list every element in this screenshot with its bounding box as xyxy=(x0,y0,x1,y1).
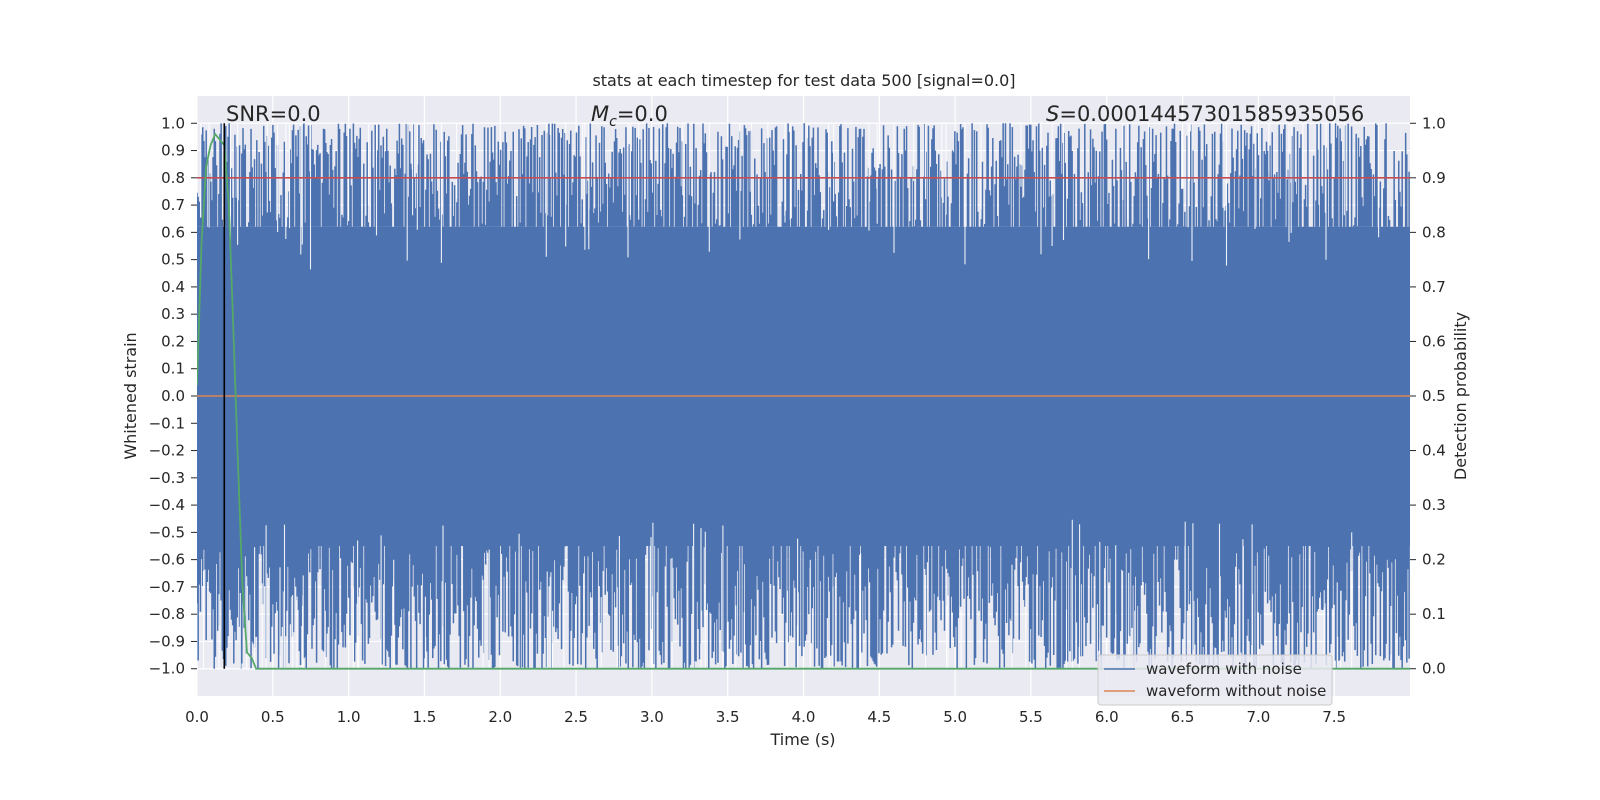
y-left-tick-label: 0.7 xyxy=(161,196,185,214)
annotation-s-value: =0.00014457301585935056 xyxy=(1059,102,1364,126)
x-tick-label: 4.0 xyxy=(792,708,816,726)
y-right-tick-label: 0.1 xyxy=(1422,605,1446,623)
y-left-tick-label: 0.9 xyxy=(161,142,185,160)
annotation-chirp-mass: Mc=0.0 xyxy=(591,102,668,130)
x-tick-label: 1.0 xyxy=(337,708,361,726)
y-left-tick-label: −0.5 xyxy=(149,523,185,541)
y-left-tick-label: 0.4 xyxy=(161,278,185,296)
y-right-tick-label: 1.0 xyxy=(1422,114,1446,132)
y-right-tick-label: 0.6 xyxy=(1422,332,1446,350)
y-axis-right-label: Detection probability xyxy=(1451,312,1470,480)
annotation-s-statistic: S=0.00014457301585935056 xyxy=(1046,102,1364,126)
x-tick-label: 3.0 xyxy=(640,708,664,726)
x-tick-label: 0.0 xyxy=(185,708,209,726)
noise-band-core xyxy=(197,226,1410,546)
legend-box xyxy=(1097,654,1333,706)
y-left-tick-label: 0.3 xyxy=(161,305,185,323)
noise-gaps xyxy=(200,123,1392,669)
chart-title: stats at each timestep for test data 500… xyxy=(592,71,1015,90)
legend-label-clean: waveform without noise xyxy=(1146,682,1326,700)
y-left-tick-label: −1.0 xyxy=(149,660,185,678)
y-right-tick-label: 0.9 xyxy=(1422,169,1446,187)
y-axis-left-ticks: 1.0 0.9 0.8 0.7 0.6 0.5 0.4 0.3 0.2 0.1 0.0 −0.1 −0.… xyxy=(149,114,197,678)
legend-label-noise: waveform with noise xyxy=(1146,660,1302,678)
x-tick-label: 3.5 xyxy=(716,708,740,726)
y-left-tick-label: −0.3 xyxy=(149,469,185,487)
annotation-s-symbol: S xyxy=(1046,102,1059,126)
x-tick-label: 2.5 xyxy=(564,708,588,726)
y-right-tick-label: 0.4 xyxy=(1422,442,1446,460)
series-waveform-with-noise xyxy=(197,123,1410,669)
y-left-tick-label: 0.1 xyxy=(161,360,185,378)
y-right-tick-label: 0.2 xyxy=(1422,551,1446,569)
series-detection-probability xyxy=(197,132,1410,670)
y-right-tick-label: 0.3 xyxy=(1422,496,1446,514)
x-tick-label: 5.5 xyxy=(1019,708,1043,726)
x-tick-label: 2.0 xyxy=(488,708,512,726)
y-axis-right-ticks: 1.0 0.9 0.8 0.7 0.6 0.5 0.4 0.3 0.2 0.1 0.0 xyxy=(1410,114,1446,678)
noise-upper-excursions xyxy=(197,123,1410,336)
y-left-tick-label: 0.8 xyxy=(161,169,185,187)
annotation-chirp-mass-value: =0.0 xyxy=(617,102,668,126)
y-axis-left-label: Whitened strain xyxy=(121,332,140,459)
x-axis-label: Time (s) xyxy=(769,730,835,749)
y-left-tick-label: −0.4 xyxy=(149,496,185,514)
y-right-tick-label: 0.8 xyxy=(1422,223,1446,241)
y-left-tick-label: −0.6 xyxy=(149,551,185,569)
series-lines xyxy=(197,123,1410,670)
x-axis-ticks: 0.0 0.5 1.0 1.5 2.0 2.5 3.0 3.5 4.0 4.5 5.0 5.5 6.0 6… xyxy=(185,708,1346,726)
y-left-tick-label: 0.2 xyxy=(161,332,185,350)
x-tick-label: 7.0 xyxy=(1246,708,1270,726)
x-tick-label: 1.5 xyxy=(413,708,437,726)
y-right-tick-label: 0.0 xyxy=(1422,660,1446,678)
annotation-snr: SNR=0.0 xyxy=(226,102,321,126)
y-left-tick-label: −0.8 xyxy=(149,605,185,623)
y-left-tick-label: −0.9 xyxy=(149,632,185,650)
y-left-tick-label: −0.2 xyxy=(149,442,185,460)
y-left-tick-label: −0.1 xyxy=(149,414,185,432)
x-tick-label: 4.5 xyxy=(867,708,891,726)
x-tick-label: 0.5 xyxy=(261,708,285,726)
x-tick-label: 6.5 xyxy=(1171,708,1195,726)
annotation-chirp-mass-subscript: c xyxy=(609,114,617,130)
y-left-tick-label: 0.0 xyxy=(161,387,185,405)
legend: waveform with noise waveform without noi… xyxy=(1097,654,1333,706)
annotation-chirp-mass-symbol: M xyxy=(591,102,609,126)
y-left-tick-label: −0.7 xyxy=(149,578,185,596)
y-left-tick-label: 0.6 xyxy=(161,223,185,241)
y-left-tick-label: 1.0 xyxy=(161,114,185,132)
noise-lower-excursions xyxy=(197,464,1410,669)
y-right-tick-label: 0.5 xyxy=(1422,387,1446,405)
x-tick-label: 6.0 xyxy=(1095,708,1119,726)
x-tick-label: 7.5 xyxy=(1322,708,1346,726)
x-tick-label: 5.0 xyxy=(943,708,967,726)
y-right-tick-label: 0.7 xyxy=(1422,278,1446,296)
y-left-tick-label: 0.5 xyxy=(161,251,185,269)
